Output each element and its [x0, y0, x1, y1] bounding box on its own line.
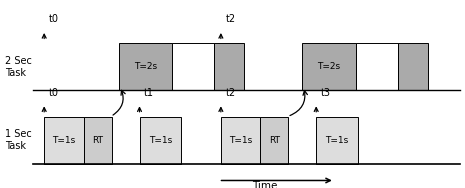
- Bar: [316, 117, 358, 164]
- Bar: [84, 117, 112, 164]
- Bar: [221, 117, 260, 164]
- Text: T=1s: T=1s: [52, 136, 75, 145]
- Text: T=2s: T=2s: [134, 62, 157, 71]
- Text: t1: t1: [144, 88, 154, 98]
- Bar: [172, 43, 214, 90]
- Text: Time: Time: [252, 181, 278, 188]
- Text: T=1s: T=1s: [229, 136, 252, 145]
- Text: T=1s: T=1s: [326, 136, 349, 145]
- Text: 1 Sec
Task: 1 Sec Task: [5, 129, 32, 151]
- Text: t2: t2: [226, 88, 236, 98]
- Text: t2: t2: [226, 14, 236, 24]
- Bar: [214, 43, 244, 90]
- Bar: [398, 43, 428, 90]
- Text: t3: t3: [321, 88, 331, 98]
- Text: T=2s: T=2s: [318, 62, 340, 71]
- Text: T=1s: T=1s: [149, 136, 172, 145]
- Bar: [356, 43, 398, 90]
- Bar: [140, 117, 181, 164]
- Text: t0: t0: [49, 14, 59, 24]
- Text: 2 Sec
Task: 2 Sec Task: [5, 55, 32, 78]
- Bar: [44, 117, 84, 164]
- Text: t0: t0: [49, 88, 59, 98]
- Bar: [260, 117, 288, 164]
- Text: RT: RT: [269, 136, 280, 145]
- Text: RT: RT: [92, 136, 103, 145]
- Bar: [119, 43, 172, 90]
- Bar: [302, 43, 356, 90]
